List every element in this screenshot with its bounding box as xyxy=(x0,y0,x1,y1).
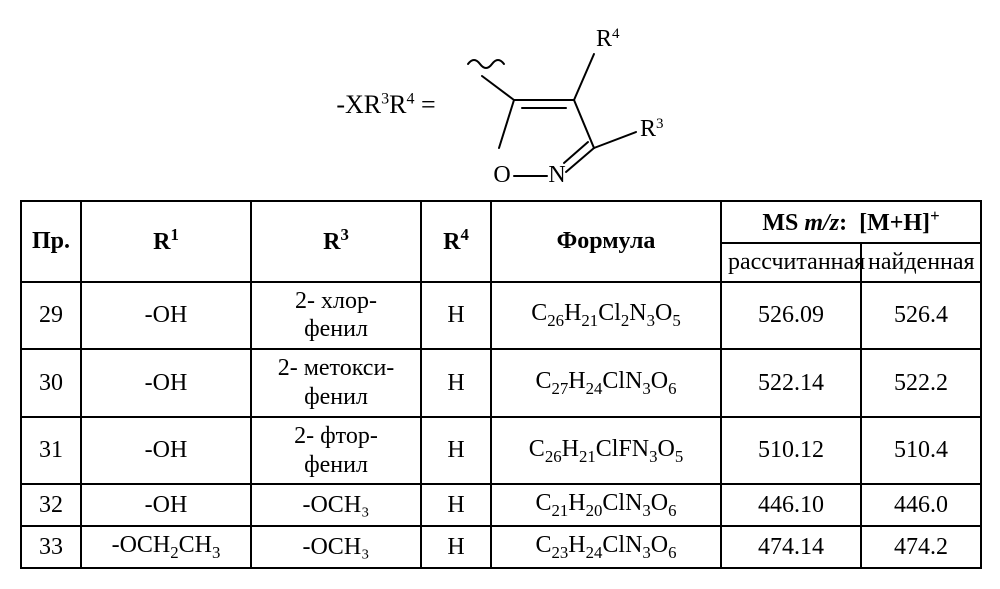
cell-r4: H xyxy=(421,526,491,568)
table-head: Пр. R1 R3 R4 Формула MS m/z: [M+H]+ расс… xyxy=(21,201,981,282)
n-atom-label: N xyxy=(548,162,565,188)
data-table: Пр. R1 R3 R4 Формула MS m/z: [M+H]+ расс… xyxy=(20,200,982,569)
cell-r1: -OH xyxy=(81,349,251,417)
cell-found: 446.0 xyxy=(861,484,981,526)
col-r1: R1 xyxy=(81,201,251,282)
col-found: найденная xyxy=(861,243,981,282)
structure-svg: O N R4 R3 xyxy=(444,20,664,190)
cell-r3: -OCH₃ xyxy=(251,526,421,568)
equation-label: -XR3R4 = xyxy=(336,90,435,120)
cell-r1: -OH xyxy=(81,417,251,485)
cell-formula: C23H24ClN3O6 xyxy=(491,526,721,568)
isoxazole-structure: O N R4 R3 xyxy=(444,20,664,190)
cell-pr: 31 xyxy=(21,417,81,485)
cell-found: 510.4 xyxy=(861,417,981,485)
table-row: 30-OH2- метокси-фенилHC27H24ClN3O6522.14… xyxy=(21,349,981,417)
cell-r3: 2- хлор-фенил xyxy=(251,282,421,350)
cell-pr: 29 xyxy=(21,282,81,350)
cell-found: 474.2 xyxy=(861,526,981,568)
cell-r4: H xyxy=(421,417,491,485)
cell-formula: C26H21Cl2N3O5 xyxy=(491,282,721,350)
cell-calc: 474.14 xyxy=(721,526,861,568)
cell-r1: -OCH2CH3 xyxy=(81,526,251,568)
o-atom-label: O xyxy=(493,162,510,188)
cell-found: 526.4 xyxy=(861,282,981,350)
cell-pr: 32 xyxy=(21,484,81,526)
col-calc: рассчитанная xyxy=(721,243,861,282)
cell-pr: 33 xyxy=(21,526,81,568)
table-row: 33-OCH2CH3-OCH₃HC23H24ClN3O6474.14474.2 xyxy=(21,526,981,568)
col-ms: MS m/z: [M+H]+ xyxy=(721,201,981,243)
cell-formula: C21H20ClN3O6 xyxy=(491,484,721,526)
r4-label: R4 xyxy=(596,26,620,52)
cell-r4: H xyxy=(421,484,491,526)
cell-formula: C26H21ClFN3O5 xyxy=(491,417,721,485)
table-row: 29-OH2- хлор-фенилHC26H21Cl2N3O5526.0952… xyxy=(21,282,981,350)
table-row: 31-OH2- фтор-фенилHC26H21ClFN3O5510.1251… xyxy=(21,417,981,485)
cell-r4: H xyxy=(421,349,491,417)
structure-row: -XR3R4 = xyxy=(20,20,980,190)
col-pr: Пр. xyxy=(21,201,81,282)
cell-r1: -OH xyxy=(81,484,251,526)
cell-r4: H xyxy=(421,282,491,350)
cell-calc: 522.14 xyxy=(721,349,861,417)
header-row-1: Пр. R1 R3 R4 Формула MS m/z: [M+H]+ xyxy=(21,201,981,243)
cell-calc: 510.12 xyxy=(721,417,861,485)
cell-formula: C27H24ClN3O6 xyxy=(491,349,721,417)
cell-pr: 30 xyxy=(21,349,81,417)
table-body: 29-OH2- хлор-фенилHC26H21Cl2N3O5526.0952… xyxy=(21,282,981,569)
col-r4: R4 xyxy=(421,201,491,282)
table-row: 32-OH-OCH₃HC21H20ClN3O6446.10446.0 xyxy=(21,484,981,526)
cell-r3: -OCH₃ xyxy=(251,484,421,526)
cell-r3: 2- фтор-фенил xyxy=(251,417,421,485)
cell-r1: -OH xyxy=(81,282,251,350)
cell-r3: 2- метокси-фенил xyxy=(251,349,421,417)
col-formula: Формула xyxy=(491,201,721,282)
col-r3: R3 xyxy=(251,201,421,282)
cell-calc: 446.10 xyxy=(721,484,861,526)
cell-calc: 526.09 xyxy=(721,282,861,350)
cell-found: 522.2 xyxy=(861,349,981,417)
r3-label: R3 xyxy=(640,116,664,142)
figure-area: -XR3R4 = xyxy=(20,20,980,569)
